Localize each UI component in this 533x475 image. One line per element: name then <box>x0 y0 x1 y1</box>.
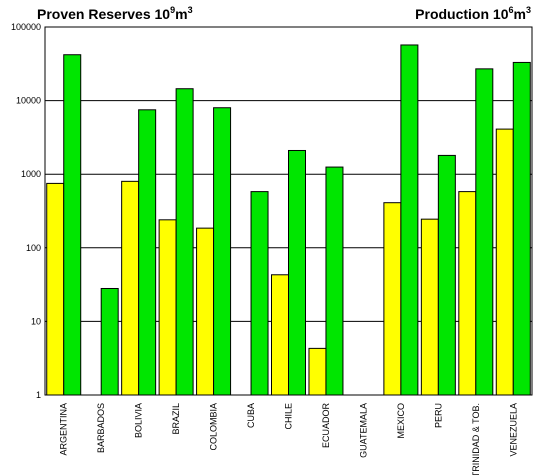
x-axis-ticks: ARGENTINA BARBADOS BOLIVIA BRAZIL COLOMBIA CU… <box>59 403 519 475</box>
bar-reserves-argentina <box>46 182 65 396</box>
y-tick-label-10: 10 <box>31 316 41 326</box>
x-tick-label-mexico: MEXICO <box>396 403 406 439</box>
bar-reserves-chile <box>271 274 289 396</box>
y-tick-label-100: 100 <box>26 243 41 253</box>
y-tick-label-1: 1 <box>36 390 41 400</box>
bars <box>46 44 531 396</box>
x-tick-label-brazil: BRAZIL <box>171 403 181 435</box>
x-tick-label-bolivia: BOLIVIA <box>134 403 144 438</box>
bar-reserves-peru <box>420 218 439 396</box>
bar-production-bolivia <box>138 109 157 396</box>
y-tick-label-100000: 100000 <box>11 22 41 32</box>
bar-reserves-bolivia <box>121 180 140 396</box>
y-axis-ticks: 1 10 100 1000 10000 100000 <box>11 22 41 400</box>
x-tick-label-peru: PERU <box>433 403 443 428</box>
bar-reserves-ecuador <box>308 347 327 396</box>
bar-reserves-trinidad-tob <box>458 191 477 396</box>
bar-production-barbados <box>100 287 119 396</box>
bar-reserves-brazil <box>158 219 177 396</box>
x-tick-label-cuba: CUBA <box>246 403 256 428</box>
x-tick-label-ecuador: ECUADOR <box>321 403 331 449</box>
bar-production-cuba <box>250 191 269 396</box>
chart-title-right: Production 106m3 <box>415 5 531 22</box>
x-tick-label-argentina: ARGENTINA <box>59 403 69 456</box>
x-tick-label-venezuela: VENEZUELA <box>508 403 518 457</box>
bar-reserves-mexico <box>383 202 402 396</box>
x-tick-label-chile: CHILE <box>284 403 294 430</box>
bar-production-trinidad-tob <box>475 68 494 396</box>
plot-frame <box>44 26 533 396</box>
bar-production-peru <box>437 154 456 396</box>
bar-production-chile <box>288 149 306 396</box>
y-tick-label-10000: 10000 <box>16 96 41 106</box>
bar-production-ecuador <box>325 166 344 396</box>
chart-title-left: Proven Reserves 109m3 <box>37 5 193 22</box>
x-tick-label-guatemala: GUATEMALA <box>358 403 368 458</box>
y-tick-label-1000: 1000 <box>21 169 41 179</box>
bar-production-colombia <box>213 107 232 396</box>
x-tick-label-trinidad-tob: TRINIDAD & TOB. <box>471 403 481 475</box>
bar-production-mexico <box>400 44 419 396</box>
x-tick-label-colombia: COLOMBIA <box>209 403 219 451</box>
x-tick-label-barbados: BARBADOS <box>96 403 106 453</box>
bar-reserves-venezuela <box>495 128 514 396</box>
bar-production-brazil <box>175 88 194 396</box>
bar-production-venezuela <box>512 61 531 396</box>
bar-production-argentina <box>63 54 82 396</box>
bar-reserves-colombia <box>196 227 215 396</box>
